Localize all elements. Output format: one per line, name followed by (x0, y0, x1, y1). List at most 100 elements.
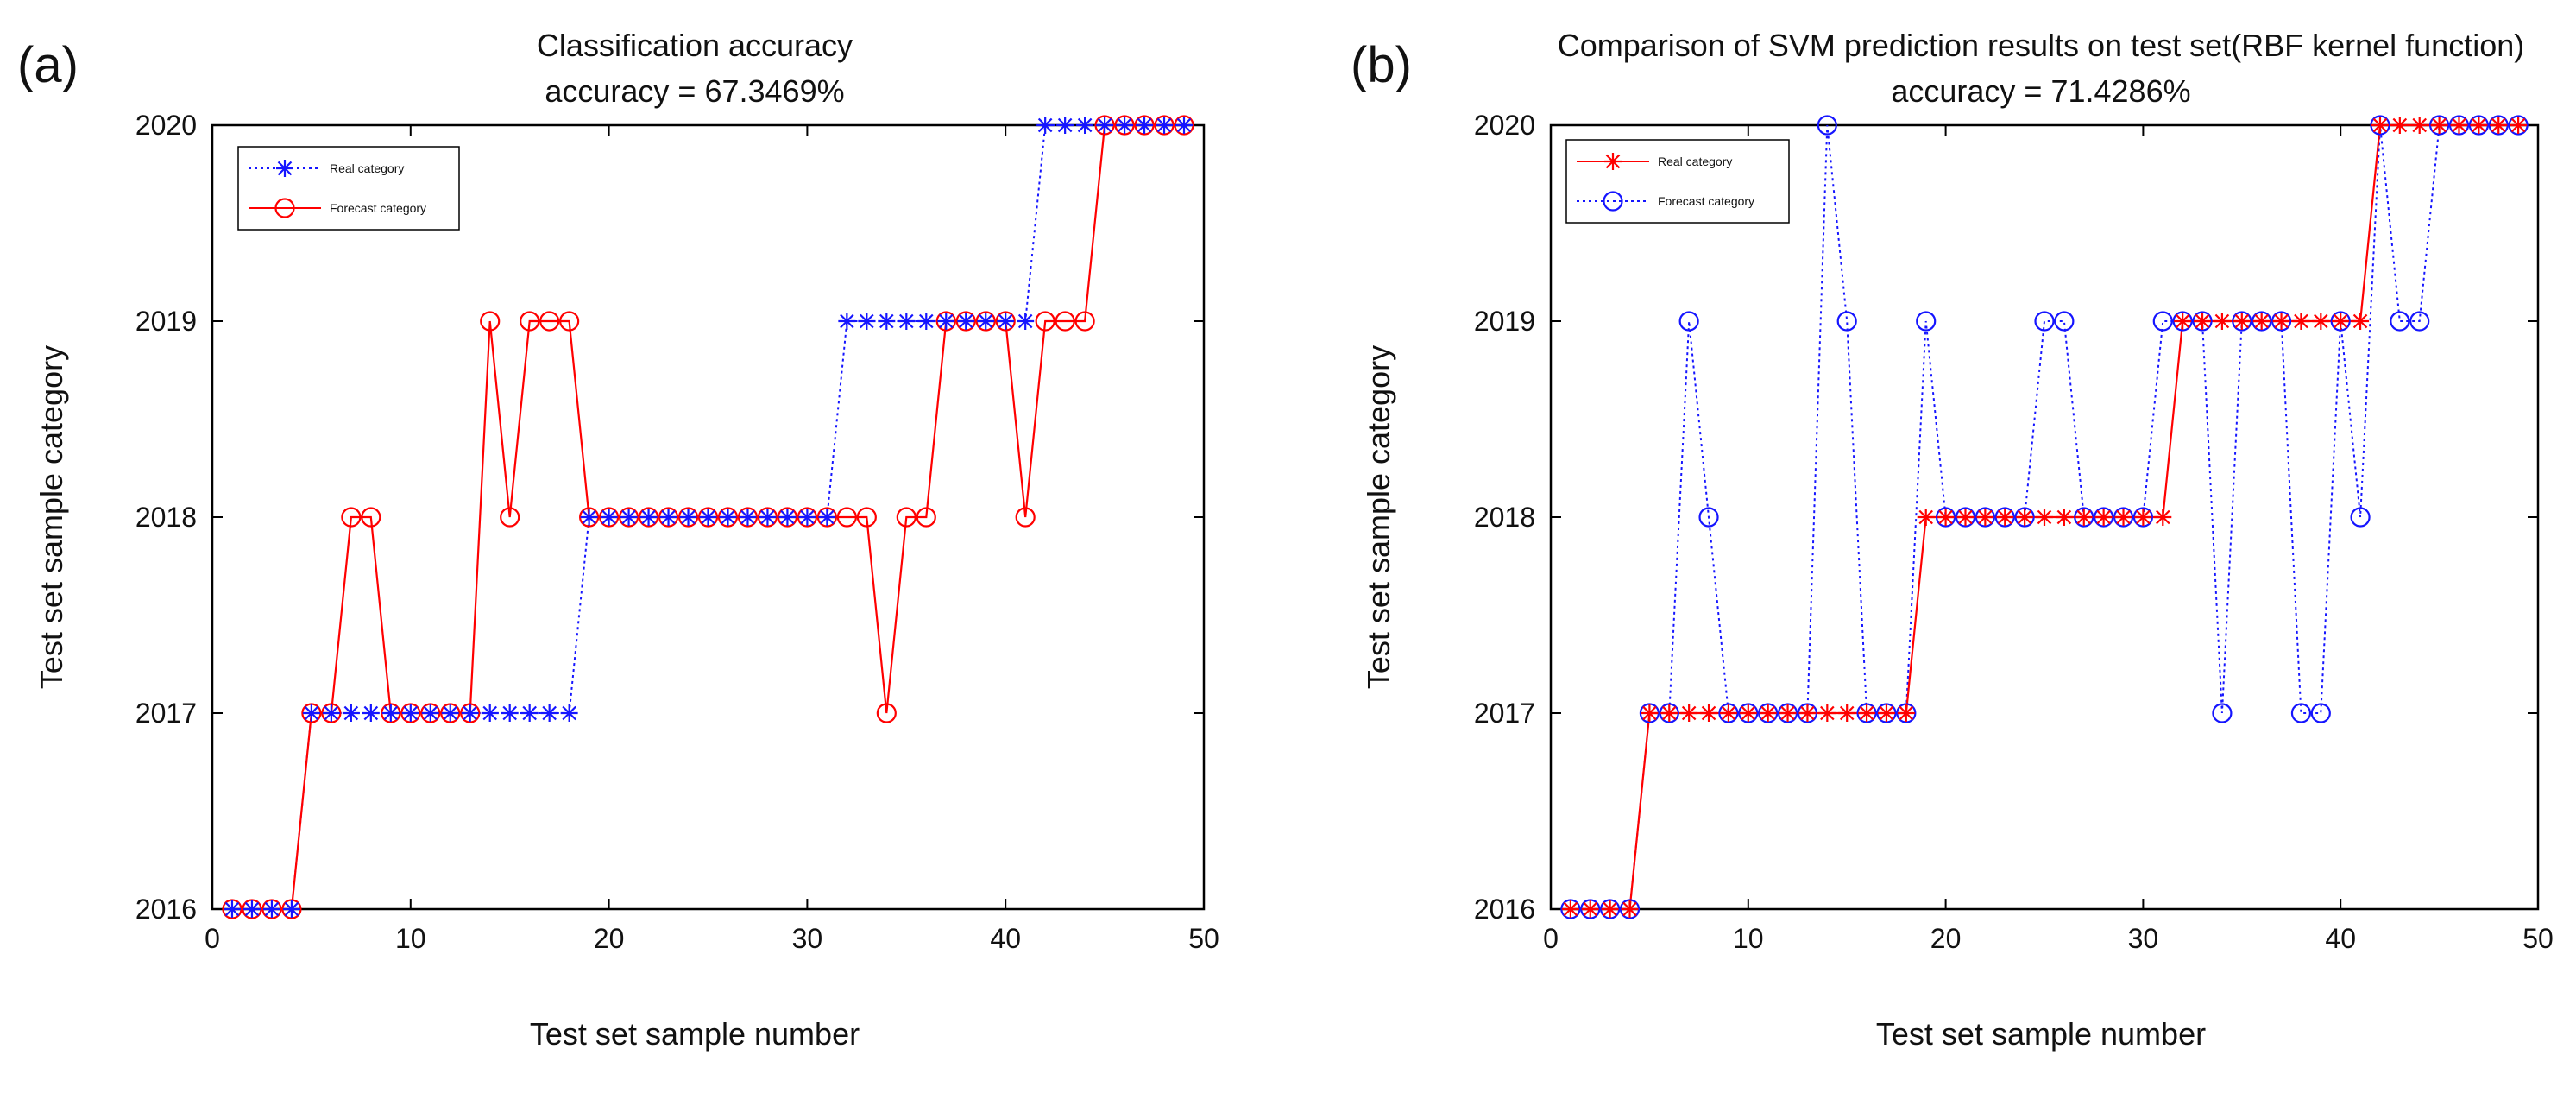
data-point-forecast-a (261, 899, 282, 919)
data-point-forecast-a (281, 899, 302, 919)
data-point-forecast-b (2034, 311, 2055, 332)
legend-label-forecast-b: Forecast category (1658, 194, 1754, 208)
data-point-real-a (223, 900, 241, 918)
data-point-real-b (2390, 117, 2409, 134)
data-point-real-b (1877, 704, 1895, 722)
data-point-forecast-b (2508, 115, 2529, 136)
x-tick-label-a: 50 (1188, 923, 1219, 954)
data-point-real-b (1719, 704, 1737, 722)
data-point-real-a (937, 313, 955, 330)
chart-subtitle-b: accuracy = 71.4286% (1891, 73, 2190, 109)
data-point-real-b (1917, 509, 1935, 526)
data-point-forecast-b (1876, 703, 1897, 723)
data-point-real-b (1660, 704, 1678, 722)
data-point-forecast-a (618, 507, 639, 528)
x-axis-label-b: Test set sample number (1876, 1016, 2206, 1052)
data-point-real-b (2094, 509, 2113, 526)
data-point-forecast-b (1639, 703, 1660, 723)
data-point-real-a (977, 313, 995, 330)
data-point-real-b (1601, 900, 1619, 918)
data-point-real-b (2194, 313, 2212, 330)
data-point-real-b (2154, 509, 2172, 526)
data-point-real-b (2114, 509, 2132, 526)
data-point-real-b (2470, 117, 2488, 134)
data-point-real-b (1838, 704, 1856, 722)
data-point-real-a (1036, 117, 1055, 134)
x-tick-label-b: 30 (2128, 923, 2159, 954)
data-point-forecast-b (1896, 703, 1917, 723)
data-point-real-a (739, 509, 757, 526)
legend-marker-asterisk-icon (1604, 153, 1622, 170)
data-point-real-a (362, 704, 380, 722)
data-point-real-b (1937, 509, 1955, 526)
data-point-forecast-a (856, 507, 877, 528)
data-point-forecast-b (1698, 507, 1719, 528)
data-point-real-b (2075, 509, 2093, 526)
data-point-forecast-a (1134, 115, 1155, 136)
legend-marker-circle-icon (274, 198, 295, 218)
data-point-forecast-a (242, 899, 262, 919)
chart-title-a: Classification accuracy (537, 28, 853, 63)
data-point-real-a (1175, 117, 1194, 134)
data-point-real-a (719, 509, 737, 526)
data-point-real-a (917, 313, 935, 330)
data-point-forecast-a (1074, 311, 1095, 332)
data-point-real-a (778, 509, 797, 526)
data-point-real-b (1956, 509, 1975, 526)
data-point-forecast-b (1738, 703, 1759, 723)
legend-a: Real category Forecast category (237, 146, 460, 231)
data-point-real-a (322, 704, 340, 722)
data-point-forecast-b (2330, 311, 2351, 332)
data-point-real-b (1798, 704, 1817, 722)
y-tick-label-a: 2018 (135, 502, 197, 533)
legend-marker-circle-icon (1603, 191, 1623, 212)
series-layer-b (1560, 115, 2529, 919)
data-point-forecast-a (381, 703, 401, 723)
data-point-real-b (2036, 509, 2053, 526)
data-point-forecast-b (1659, 703, 1679, 723)
data-point-real-b (1996, 509, 2014, 526)
data-point-real-a (1136, 117, 1154, 134)
data-point-forecast-b (2232, 311, 2252, 332)
data-point-forecast-b (2014, 507, 2035, 528)
data-point-real-a (818, 509, 836, 526)
data-point-forecast-a (816, 507, 837, 528)
legend-swatches-a (249, 160, 321, 218)
data-point-forecast-a (520, 311, 540, 332)
chart-title-b: Comparison of SVM prediction results on … (1558, 28, 2524, 63)
data-point-forecast-b (2350, 507, 2371, 528)
data-point-forecast-b (1936, 507, 1956, 528)
data-point-forecast-b (2054, 311, 2075, 332)
data-point-forecast-b (1678, 311, 1699, 332)
axis-ticks-a: 0 10 20 30 40 50 2016 2017 2018 2019 2020 (135, 110, 1219, 954)
data-point-real-b (1621, 900, 1639, 918)
data-point-forecast-b (2390, 311, 2410, 332)
x-tick-label-a: 30 (792, 923, 823, 954)
data-point-real-a (302, 704, 320, 722)
series-layer-a (222, 115, 1194, 919)
data-point-forecast-b (1797, 703, 1818, 723)
data-point-forecast-a (559, 311, 580, 332)
data-point-forecast-b (2113, 507, 2134, 528)
data-point-forecast-a (321, 703, 342, 723)
data-point-forecast-b (1718, 703, 1739, 723)
data-point-forecast-b (2488, 115, 2509, 136)
data-point-forecast-a (420, 703, 441, 723)
data-point-real-b (2352, 313, 2370, 330)
data-point-real-a (798, 509, 816, 526)
data-point-forecast-a (836, 507, 857, 528)
axis-ticks-b: 0 10 20 30 40 50 2016 2017 2018 2019 2020 (1474, 110, 2554, 954)
y-tick-label-a: 2020 (135, 110, 197, 141)
data-point-real-b (1779, 704, 1797, 722)
data-point-real-a (441, 704, 459, 722)
panel-b: (b) Comparison of SVM prediction results… (1351, 28, 2554, 1052)
data-point-real-a (600, 509, 618, 526)
x-tick-label-a: 0 (205, 923, 220, 954)
data-point-real-b (1680, 704, 1698, 722)
data-point-forecast-a (777, 507, 798, 528)
data-point-forecast-a (717, 507, 739, 528)
data-point-forecast-a (697, 507, 719, 528)
data-point-real-b (2410, 117, 2428, 134)
data-point-real-a (421, 704, 439, 722)
data-point-forecast-a (975, 311, 996, 332)
